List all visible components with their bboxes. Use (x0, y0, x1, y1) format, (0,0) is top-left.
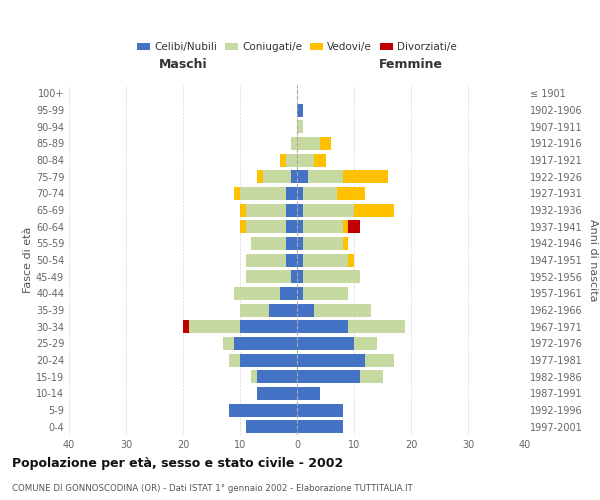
Bar (188, 320, 240, 333)
Bar (303, 187, 337, 200)
Bar (297, 404, 343, 416)
Bar (297, 237, 303, 250)
Bar (292, 170, 297, 183)
Bar (251, 237, 286, 250)
Bar (303, 254, 348, 266)
Bar (303, 270, 360, 283)
Bar (223, 337, 235, 350)
Bar (314, 304, 371, 316)
Bar (286, 204, 297, 216)
Bar (297, 387, 320, 400)
Bar (297, 137, 320, 150)
Bar (314, 154, 325, 166)
Bar (297, 420, 343, 433)
Legend: Celibi/Nubili, Coniugati/e, Vedovi/e, Divorziati/e: Celibi/Nubili, Coniugati/e, Vedovi/e, Di… (133, 38, 461, 56)
Bar (246, 220, 286, 233)
Bar (297, 270, 303, 283)
Bar (303, 204, 354, 216)
Bar (246, 270, 292, 283)
Bar (235, 187, 240, 200)
Bar (269, 304, 297, 316)
Bar (286, 237, 297, 250)
Bar (246, 254, 286, 266)
Text: Maschi: Maschi (158, 58, 208, 71)
Bar (240, 354, 297, 366)
Bar (343, 170, 388, 183)
Bar (343, 237, 348, 250)
Bar (280, 154, 286, 166)
Bar (360, 370, 383, 383)
Bar (320, 137, 331, 150)
Y-axis label: Anni di nascita: Anni di nascita (588, 219, 598, 301)
Bar (263, 170, 292, 183)
Bar (240, 220, 246, 233)
Bar (303, 237, 343, 250)
Bar (297, 104, 303, 117)
Bar (240, 204, 246, 216)
Bar (229, 354, 240, 366)
Bar (286, 220, 297, 233)
Bar (297, 304, 314, 316)
Bar (297, 204, 303, 216)
Bar (257, 170, 263, 183)
Bar (246, 204, 286, 216)
Bar (257, 370, 297, 383)
Text: COMUNE DI GONNOSCODINA (OR) - Dati ISTAT 1° gennaio 2002 - Elaborazione TUTTITAL: COMUNE DI GONNOSCODINA (OR) - Dati ISTAT… (12, 484, 413, 493)
Text: Popolazione per età, sesso e stato civile - 2002: Popolazione per età, sesso e stato civil… (12, 458, 343, 470)
Bar (297, 354, 365, 366)
Bar (343, 220, 348, 233)
Bar (286, 187, 297, 200)
Bar (303, 220, 343, 233)
Bar (297, 154, 314, 166)
Bar (297, 320, 348, 333)
Bar (365, 354, 394, 366)
Bar (354, 204, 394, 216)
Text: Femmine: Femmine (379, 58, 443, 71)
Bar (183, 320, 188, 333)
Bar (303, 287, 348, 300)
Bar (354, 337, 377, 350)
Bar (234, 287, 280, 300)
Bar (280, 287, 297, 300)
Bar (297, 287, 303, 300)
Bar (297, 337, 354, 350)
Bar (235, 337, 297, 350)
Bar (297, 187, 303, 200)
Bar (251, 370, 257, 383)
Bar (257, 387, 297, 400)
Bar (297, 254, 303, 266)
Bar (240, 320, 297, 333)
Bar (240, 187, 286, 200)
Bar (240, 304, 269, 316)
Bar (337, 187, 365, 200)
Bar (308, 170, 343, 183)
Bar (286, 254, 297, 266)
Bar (348, 220, 360, 233)
Bar (297, 120, 303, 133)
Bar (348, 254, 354, 266)
Bar (292, 137, 297, 150)
Bar (246, 420, 297, 433)
Bar (297, 170, 308, 183)
Bar (292, 270, 297, 283)
Bar (297, 370, 360, 383)
Bar (286, 154, 297, 166)
Y-axis label: Fasce di età: Fasce di età (23, 227, 33, 293)
Bar (229, 404, 297, 416)
Bar (348, 320, 406, 333)
Bar (297, 220, 303, 233)
